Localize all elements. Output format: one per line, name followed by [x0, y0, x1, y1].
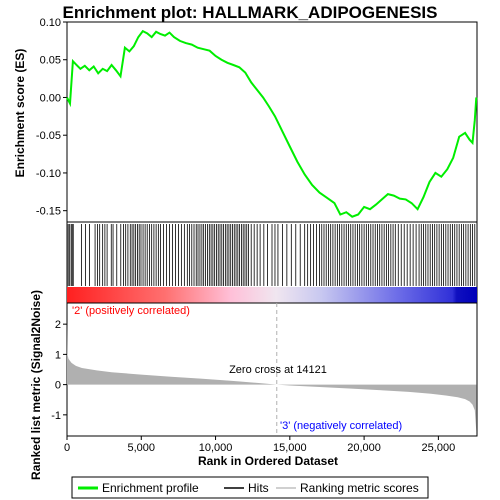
rank-axis-label: Rank in Ordered Dataset — [198, 454, 338, 468]
rank-x-tick-label: 5,000 — [128, 442, 156, 454]
metric-plot-frame — [66, 302, 478, 437]
negative-correlation-label: '3' (negatively correlated) — [280, 420, 402, 432]
es-axis-label: Enrichment score (ES) — [13, 49, 27, 178]
metric-y-tick-label: -1 — [51, 410, 61, 422]
legend-box — [71, 476, 429, 499]
ranking-metric-area — [67, 321, 477, 432]
es-y-tick-label: -0.10 — [36, 168, 61, 180]
metric-y-ticks: 2 1 0 -1 — [51, 319, 67, 422]
legend: Enrichment profile Hits Ranking metric s… — [71, 476, 429, 499]
es-y-tick-label: 0.05 — [40, 55, 61, 67]
ranking-gradient-bar — [67, 287, 477, 303]
legend-label-enrichment: Enrichment profile — [102, 481, 199, 495]
hits-panel — [66, 221, 478, 304]
es-y-tick-label: -0.15 — [36, 206, 61, 218]
es-y-ticks: 0.10 0.05 0.00 -0.05 -0.10 -0.15 — [36, 17, 67, 218]
metric-y-tick-label: 0 — [55, 380, 61, 392]
zero-cross-annotation: Zero cross at 14121 — [229, 364, 327, 376]
es-y-tick-label: 0.00 — [40, 92, 61, 104]
rank-x-tick-label: 0 — [64, 442, 70, 454]
chart-title: Enrichment plot: HALLMARK_ADIPOGENESIS — [63, 3, 438, 22]
hit-lines — [67, 224, 476, 286]
es-plot-frame — [66, 21, 478, 223]
rank-x-ticks: 0 5,000 10,000 15,000 20,000 25,000 — [64, 436, 455, 454]
enrichment-profile-line — [66, 29, 478, 218]
rank-x-tick-label: 25,000 — [422, 442, 456, 454]
legend-label-hits: Hits — [248, 481, 269, 495]
ranked-metric-panel: Zero cross at 14121 '2' (positively corr… — [51, 302, 478, 454]
metric-y-tick-label: 2 — [55, 319, 61, 331]
es-y-tick-label: -0.05 — [36, 130, 61, 142]
metric-axis-label: Ranked list metric (Signal2Noise) — [29, 290, 43, 480]
rank-x-tick-label: 20,000 — [347, 442, 381, 454]
legend-label-metric: Ranking metric scores — [300, 481, 419, 495]
metric-y-tick-label: 1 — [55, 349, 61, 361]
rank-x-tick-label: 15,000 — [273, 442, 307, 454]
es-y-tick-label: 0.10 — [40, 17, 61, 29]
rank-x-tick-label: 10,000 — [199, 442, 233, 454]
enrichment-score-panel: 0.10 0.05 0.00 -0.05 -0.10 -0.15 — [36, 17, 478, 223]
positive-correlation-label: '2' (positively correlated) — [72, 305, 190, 317]
